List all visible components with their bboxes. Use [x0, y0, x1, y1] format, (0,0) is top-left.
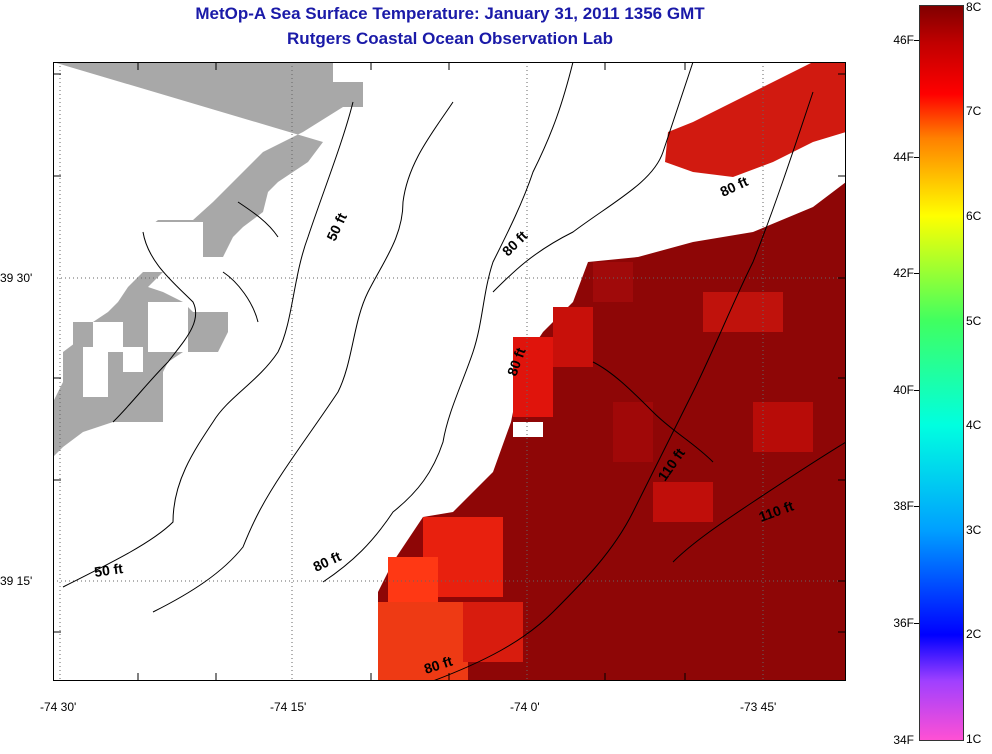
lat-label: 39 30' — [0, 271, 33, 285]
graticule — [53, 62, 846, 681]
colorbar-tick — [914, 157, 919, 158]
contour-label: 80 ft — [499, 227, 531, 259]
sst-patch — [613, 402, 653, 462]
lon-label: -74 30' — [40, 700, 77, 714]
frame-ticks — [53, 62, 846, 681]
sst-map-canvas: 50 ft 50 ft 80 ft 80 ft 80 ft 80 ft 110 … — [53, 62, 846, 681]
colorbar-c-label: 8C — [966, 0, 982, 14]
sst-patch — [378, 602, 468, 681]
contour-50ft — [62, 101, 354, 588]
sst-patch — [593, 262, 633, 302]
bathymetry-contours — [62, 62, 846, 681]
colorbar-tick — [914, 390, 919, 391]
contour-110ft — [432, 91, 814, 681]
no-data-cell — [83, 347, 108, 397]
lat-label: 39 15' — [0, 574, 33, 588]
contour-label: 50 ft — [323, 210, 350, 243]
sst-patch — [703, 292, 783, 332]
colorbar-c-label: 3C — [966, 523, 982, 537]
sst-patch — [553, 307, 593, 367]
sst-patch — [653, 482, 713, 522]
lon-label: -74 0' — [510, 700, 540, 714]
colorbar-f-label: 40F — [893, 383, 914, 397]
colorbar-c-label: 5C — [966, 314, 982, 328]
map-title: MetOp-A Sea Surface Temperature: January… — [195, 4, 705, 23]
no-data-cell — [513, 422, 543, 437]
no-data-cell — [143, 222, 203, 272]
sst-patch — [388, 557, 438, 602]
sst-map: 50 ft 50 ft 80 ft 80 ft 80 ft 80 ft 110 … — [53, 62, 846, 681]
lon-label: -73 45' — [740, 700, 777, 714]
map-subtitle: Rutgers Coastal Ocean Observation Lab — [287, 29, 613, 48]
sst-patch — [753, 402, 813, 452]
colorbar-f-label: 36F — [893, 616, 914, 630]
contour-shoal — [592, 361, 714, 463]
land-area — [53, 62, 363, 457]
colorbar-tick — [914, 273, 919, 274]
sst-patch — [513, 337, 553, 417]
lon-label: -74 15' — [270, 700, 307, 714]
contour-label: 50 ft — [93, 560, 124, 580]
sst-region-north — [665, 62, 846, 177]
colorbar-c-label: 6C — [966, 209, 982, 223]
land-block — [113, 392, 163, 422]
no-data-cell — [148, 302, 188, 352]
temperature-colorbar — [919, 5, 964, 741]
colorbar-f-label: 44F — [893, 150, 914, 164]
no-data-mask — [83, 222, 543, 437]
sst-patch — [463, 602, 523, 662]
colorbar-f-label: 38F — [893, 499, 914, 513]
colorbar-tick — [914, 623, 919, 624]
contour-80ft-west — [152, 101, 454, 613]
contour-80ft-east — [492, 62, 694, 293]
colorbar-f-label: 42F — [893, 266, 914, 280]
colorbar-c-label: 7C — [966, 104, 982, 118]
colorbar-f-label: 34F — [893, 733, 914, 747]
colorbar-f-label: 46F — [893, 33, 914, 47]
no-data-cell — [123, 347, 143, 372]
contour-110ft-east — [672, 441, 846, 563]
colorbar-c-label: 2C — [966, 627, 982, 641]
colorbar-c-label: 1C — [966, 732, 982, 746]
contour-label: 80 ft — [718, 173, 751, 200]
colorbar-c-label: 4C — [966, 418, 982, 432]
colorbar-tick — [914, 40, 919, 41]
sst-raster — [378, 62, 846, 681]
colorbar-tick — [914, 506, 919, 507]
contour-80ft-mid — [322, 62, 574, 583]
map-border — [53, 62, 846, 681]
contour-island — [222, 201, 279, 323]
contour-coast — [112, 231, 197, 423]
